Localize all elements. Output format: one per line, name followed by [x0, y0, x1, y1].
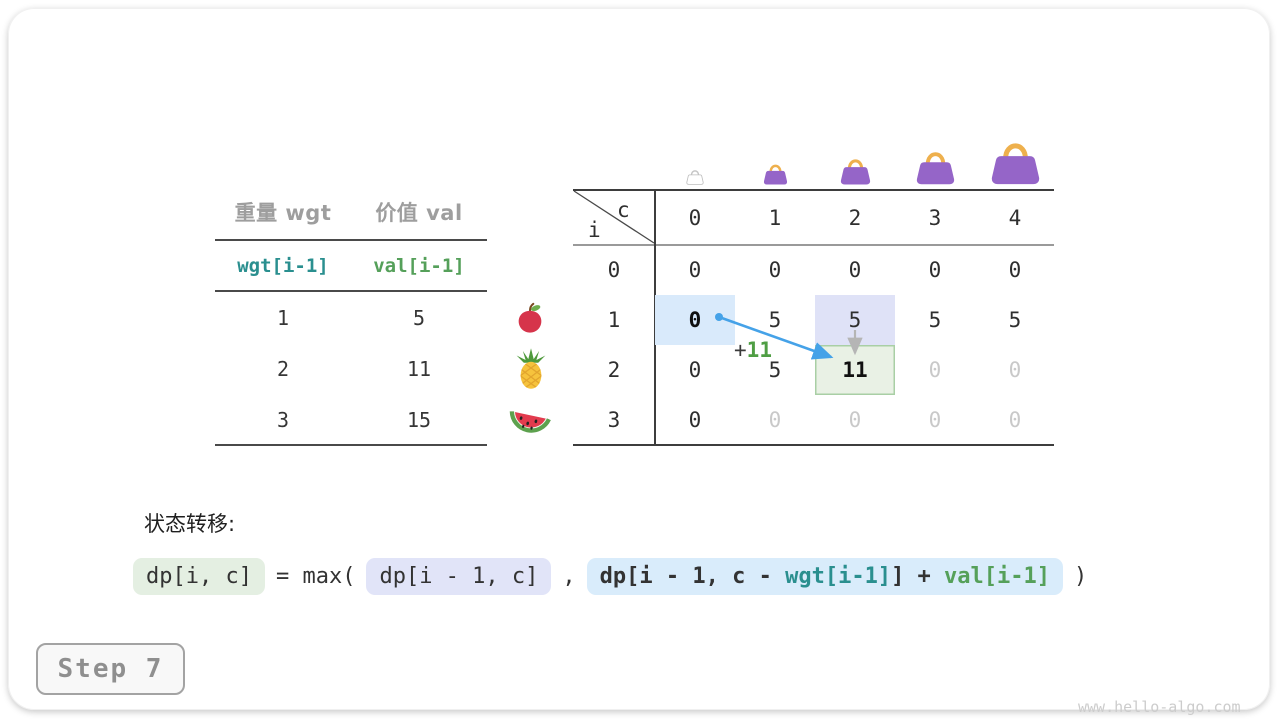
items-table-line-mid [215, 290, 487, 292]
items-table-line-bottom [215, 444, 487, 446]
dp-cell: 0 [655, 295, 735, 345]
formula-text: = max( [274, 558, 357, 595]
formula-part: val[i-1] [944, 564, 1051, 589]
items-table-index-row: wgt[i-1] val[i-1] [215, 255, 487, 277]
corner-label-c: c [617, 198, 630, 222]
formula-part: , [562, 564, 576, 589]
formula-part: ) [1074, 564, 1088, 589]
dp-row-label: 3 [607, 408, 621, 432]
formula-text: ) [1072, 558, 1089, 595]
items-table-line-top [215, 239, 487, 241]
dp-cell: 5 [928, 308, 942, 332]
items-table-row: 1 5 [215, 306, 487, 330]
dp-cell: 0 [768, 408, 782, 432]
dp-col-header: 1 [768, 205, 782, 230]
formula-part: dp[i - 1, c] [379, 564, 539, 589]
dp-col-header: 3 [928, 205, 942, 230]
formula-part: = max( [275, 564, 356, 589]
items-table-header: 重量 wgt 价值 val [215, 197, 487, 227]
dp-col-header: 0 [688, 205, 702, 230]
dp-cell: 0 [768, 258, 782, 282]
bag-icon-capacity-2 [838, 156, 873, 185]
dp-cell: 5 [815, 295, 895, 345]
formula-term-blue: dp[i - 1, c - wgt[i-1]] + val[i-1] [586, 558, 1064, 595]
dp-cell: 0 [1008, 258, 1022, 282]
dp-row-label: 2 [607, 358, 621, 382]
dp-cell: 11 [815, 345, 895, 395]
watermark: www.hello-algo.com [1078, 698, 1241, 716]
dp-grid: 0 0 0 0 0 0 5 5 5 5 0 5 11 0 0 0 0 0 0 0 [655, 245, 1055, 445]
formula-part: dp[i, c] [146, 564, 252, 589]
corner-label-i: i [588, 218, 601, 242]
transition-title: 状态转移: [144, 512, 236, 536]
item-weight: 2 [276, 357, 290, 381]
item-weight: 3 [276, 408, 290, 432]
val-index-label: val[i-1] [373, 255, 465, 277]
dp-col-header: 2 [848, 205, 862, 230]
bag-icon-capacity-1 [762, 162, 789, 185]
transition-annotation: +11 [725, 338, 781, 362]
dp-cell: 0 [1008, 408, 1022, 432]
formula-term-green: dp[i, c] [133, 558, 265, 595]
dp-col-header: 4 [1008, 205, 1022, 230]
weight-column-header: 重量 wgt [234, 201, 332, 225]
transition-formula: dp[i, c] = max( dp[i - 1, c], dp[i - 1, c -… [133, 558, 1089, 595]
dp-row-label: 0 [607, 258, 621, 282]
formula-part: ] + [891, 564, 945, 589]
dp-table-line-top [573, 189, 1054, 191]
dp-row-label: 1 [607, 308, 621, 332]
item-value: 15 [406, 408, 432, 432]
bag-icon-capacity-4 [987, 138, 1044, 185]
item-value: 11 [406, 357, 432, 381]
items-table-row: 2 11 [215, 357, 487, 381]
dp-cell: 5 [1008, 308, 1022, 332]
watermelon-icon [508, 402, 552, 438]
bag-icon-capacity-3 [913, 148, 958, 185]
bag-row [655, 128, 1055, 190]
apple-icon [513, 301, 547, 335]
dp-row-labels: 0 1 2 3 [573, 245, 655, 445]
dp-cell: 5 [768, 358, 782, 382]
pineapple-icon [513, 347, 549, 391]
plus-sign: + [734, 338, 747, 362]
dp-cell: 0 [928, 358, 942, 382]
item-weight: 1 [276, 306, 290, 330]
items-table-row: 3 15 [215, 408, 487, 432]
dp-cell: 0 [848, 258, 862, 282]
dp-table-line-header [573, 244, 1054, 246]
dp-cell: 0 [928, 408, 942, 432]
step-badge: Step 7 [36, 643, 185, 695]
dp-cell: 0 [688, 408, 702, 432]
dp-col-headers: 0 1 2 3 4 [655, 190, 1055, 245]
formula-term-lavender: dp[i - 1, c] [366, 558, 552, 595]
dp-cell: 0 [688, 358, 702, 382]
wgt-index-label: wgt[i-1] [237, 255, 329, 277]
bag-icon-capacity-0 [685, 168, 705, 185]
formula-part: wgt[i-1] [785, 564, 892, 589]
added-value: 11 [746, 338, 772, 362]
dp-cell: 0 [1008, 358, 1022, 382]
dp-cell: 0 [688, 258, 702, 282]
dp-table-line-bottom [573, 444, 1054, 446]
dp-cell: 0 [848, 408, 862, 432]
dp-cell: 0 [928, 258, 942, 282]
value-column-header: 价值 val [375, 201, 463, 225]
formula-text: , [560, 558, 577, 595]
item-value: 5 [412, 306, 426, 330]
formula-part: dp[i - 1, c - [599, 564, 786, 589]
